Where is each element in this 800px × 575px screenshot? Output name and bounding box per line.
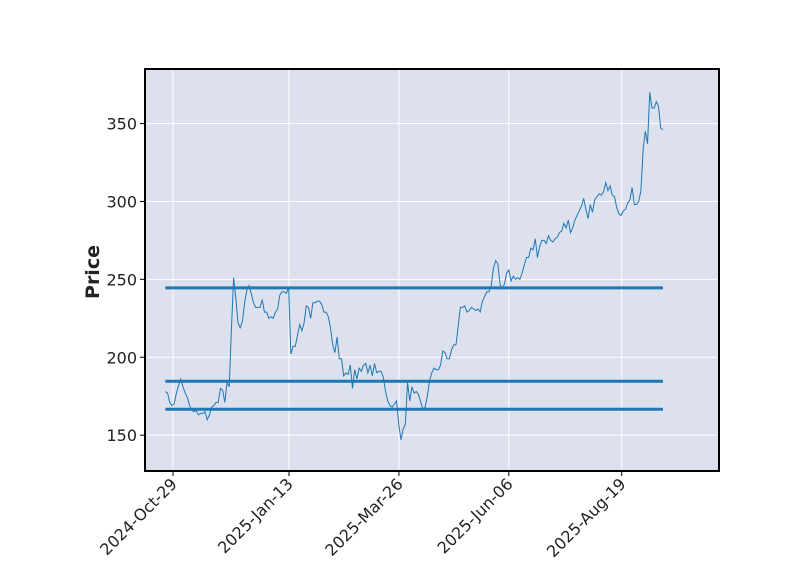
y-tick-label: 300 (106, 192, 137, 211)
x-tick-label: 2025-Aug-19 (543, 474, 630, 561)
plot-background (145, 69, 719, 471)
x-tick-label: 2025-Mar-26 (321, 474, 406, 559)
grid-lines (145, 69, 719, 471)
y-axis-ticks: 150 200 250 300 350 (106, 115, 145, 445)
x-tick-label: 2024-Oct-29 (96, 474, 181, 559)
y-tick-label: 200 (106, 348, 137, 367)
y-tick-label: 150 (106, 426, 137, 445)
x-tick-label: 2025-Jan-13 (214, 474, 297, 557)
x-tick-label: 2025-Jun-06 (434, 474, 517, 557)
y-tick-label: 250 (106, 270, 137, 289)
plot-frame (144, 68, 720, 472)
price-series-line (165, 92, 664, 440)
y-axis-label: Price (82, 245, 104, 299)
y-tick-label: 350 (106, 115, 137, 134)
x-axis-ticks: 2024-Oct-29 2025-Jan-13 2025-Mar-26 2025-Ju… (96, 471, 630, 561)
